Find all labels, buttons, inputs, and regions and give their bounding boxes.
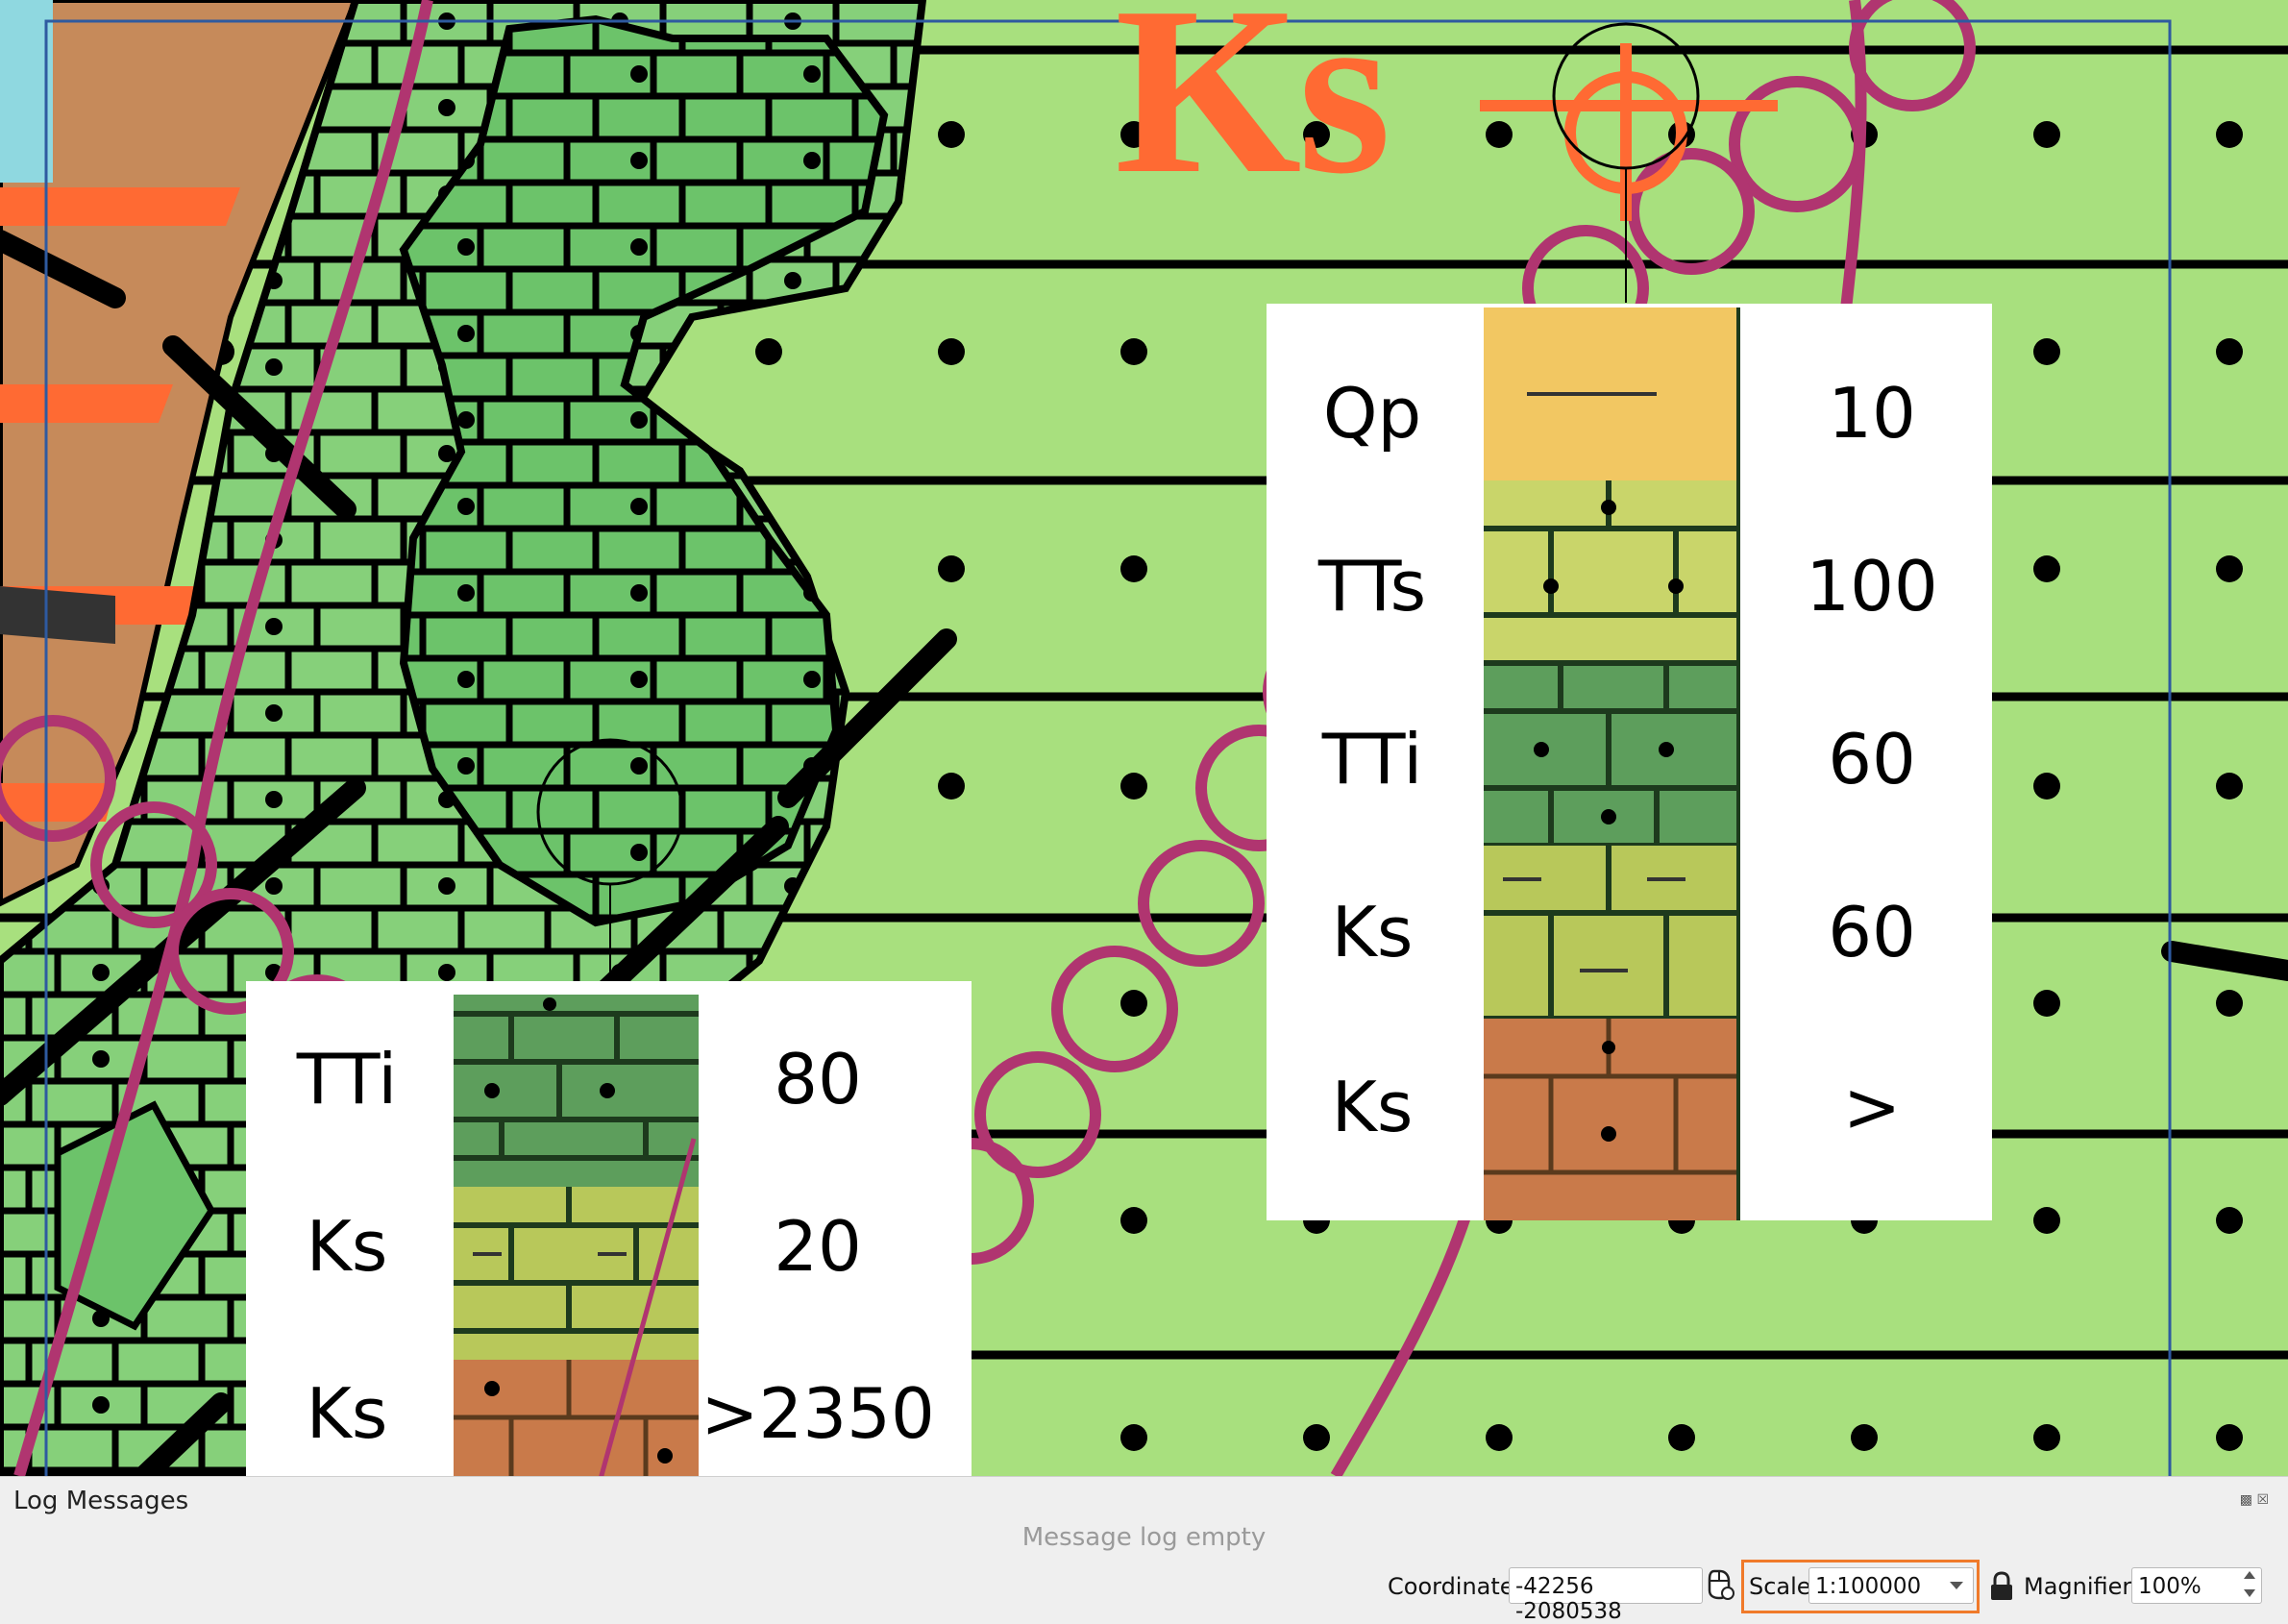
- legend-thickness: 80: [774, 1039, 862, 1120]
- legend-code: TTi: [296, 1039, 398, 1120]
- stratigraphic-column-left: [454, 995, 699, 1476]
- legend-thickness: 100: [1806, 546, 1938, 627]
- legend-thickness: 10: [1828, 373, 1916, 454]
- legend-code: Qp: [1322, 373, 1422, 454]
- lock-icon[interactable]: [1989, 1571, 2014, 1602]
- scale-value: 1:100000: [1815, 1574, 1922, 1599]
- map-canvas[interactable]: Ks Qp 10 TTs 100 TTi 60 Ks 60 Ks >: [0, 0, 2288, 1476]
- legend-code: Ks: [1331, 892, 1414, 972]
- magnifier-value: 100%: [2138, 1574, 2202, 1599]
- panel-dock-buttons[interactable]: ▩ ☒: [2240, 1492, 2269, 1508]
- formation-label-ks: Ks: [1115, 0, 1391, 224]
- magnifier-spinbox[interactable]: 100%: [2131, 1567, 2262, 1604]
- mouse-coordinate-icon[interactable]: [1707, 1567, 1735, 1602]
- spin-up-icon[interactable]: [2244, 1571, 2255, 1579]
- legend-thickness: 60: [1828, 719, 1916, 800]
- stratigraphic-column-right: [1484, 308, 1740, 1220]
- scale-combobox[interactable]: 1:100000: [1808, 1567, 1974, 1604]
- coordinate-field[interactable]: -42256 -2080538: [1509, 1567, 1703, 1624]
- close-icon[interactable]: ☒: [2256, 1492, 2269, 1508]
- legend-thickness: 20: [774, 1206, 862, 1287]
- legend-thickness: >2350: [701, 1373, 935, 1454]
- legend-code: Ks: [1331, 1067, 1414, 1147]
- coordinate-label: Coordinate: [1388, 1573, 1514, 1600]
- stratigraphic-column-label-left: TTi 80 Ks 20 Ks >2350: [246, 981, 972, 1476]
- spin-down-icon[interactable]: [2244, 1589, 2255, 1597]
- float-icon[interactable]: ▩: [2239, 1492, 2252, 1508]
- log-messages-panel: Log Messages ▩ ☒ Message log empty Coord…: [0, 1476, 2288, 1624]
- legend-code: Ks: [306, 1206, 388, 1287]
- status-bar: Coordinate -42256 -2080538 Scale 1:10000…: [0, 1560, 2288, 1624]
- log-empty-message: Message log empty: [1021, 1523, 1267, 1552]
- scale-label: Scale: [1749, 1573, 1811, 1600]
- chevron-down-icon[interactable]: [1950, 1582, 1963, 1589]
- legend-code: TTs: [1317, 546, 1427, 627]
- panel-title: Log Messages: [13, 1487, 189, 1515]
- legend-code: TTi: [1321, 719, 1423, 800]
- legend-thickness: >: [1842, 1067, 1902, 1147]
- magnifier-label: Magnifier: [2024, 1573, 2132, 1600]
- legend-thickness: 60: [1828, 892, 1916, 972]
- legend-code: Ks: [306, 1373, 388, 1454]
- stratigraphic-column-label-right: Qp 10 TTs 100 TTi 60 Ks 60 Ks >: [1267, 304, 1992, 1220]
